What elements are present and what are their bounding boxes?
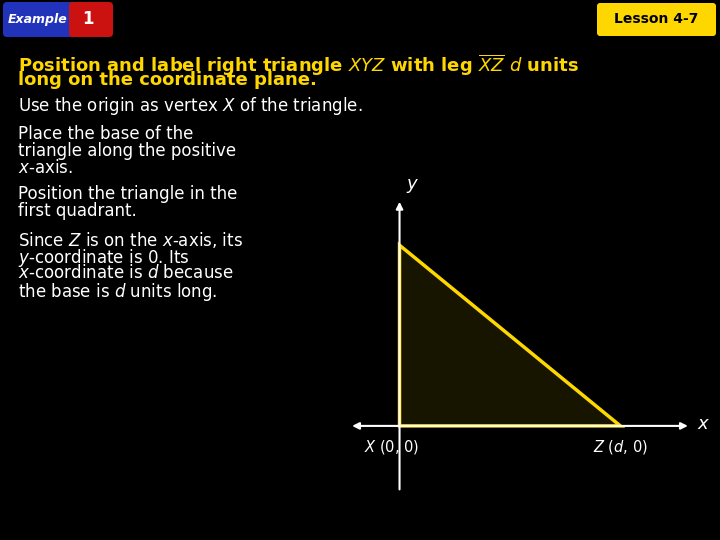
Text: $X$ (0, 0): $X$ (0, 0) <box>364 438 419 456</box>
Text: $\mathit{x}$-axis.: $\mathit{x}$-axis. <box>18 159 73 177</box>
Text: triangle along the positive: triangle along the positive <box>18 142 236 160</box>
Polygon shape <box>400 245 621 426</box>
Text: $x$: $x$ <box>697 415 710 433</box>
Text: Position the triangle in the: Position the triangle in the <box>18 185 238 203</box>
Text: $y$: $y$ <box>405 177 419 195</box>
Text: $Z$ ($d$, 0): $Z$ ($d$, 0) <box>593 438 648 456</box>
Text: Position and label right triangle $\mathit{XYZ}$ with leg $\overline{XZ}$ $\math: Position and label right triangle $\math… <box>18 53 579 78</box>
Text: Use the origin as vertex $\mathit{X}$ of the triangle.: Use the origin as vertex $\mathit{X}$ of… <box>18 95 363 117</box>
Text: $\mathit{x}$-coordinate is $\mathit{d}$ because: $\mathit{x}$-coordinate is $\mathit{d}$ … <box>18 264 233 282</box>
Text: Example: Example <box>8 12 68 25</box>
Text: Since $\mathit{Z}$ is on the $\mathit{x}$-axis, its: Since $\mathit{Z}$ is on the $\mathit{x}… <box>18 230 243 250</box>
Text: long on the coordinate plane.: long on the coordinate plane. <box>18 71 317 89</box>
Text: first quadrant.: first quadrant. <box>18 202 137 220</box>
Text: Lesson 4-7: Lesson 4-7 <box>614 12 698 26</box>
FancyBboxPatch shape <box>597 3 716 36</box>
Text: 1: 1 <box>82 10 94 28</box>
FancyBboxPatch shape <box>3 2 111 37</box>
Text: Place the base of the: Place the base of the <box>18 125 194 143</box>
Text: $\mathit{y}$-coordinate is 0. Its: $\mathit{y}$-coordinate is 0. Its <box>18 247 189 269</box>
Text: the base is $\mathit{d}$ units long.: the base is $\mathit{d}$ units long. <box>18 281 217 303</box>
FancyBboxPatch shape <box>69 2 113 37</box>
